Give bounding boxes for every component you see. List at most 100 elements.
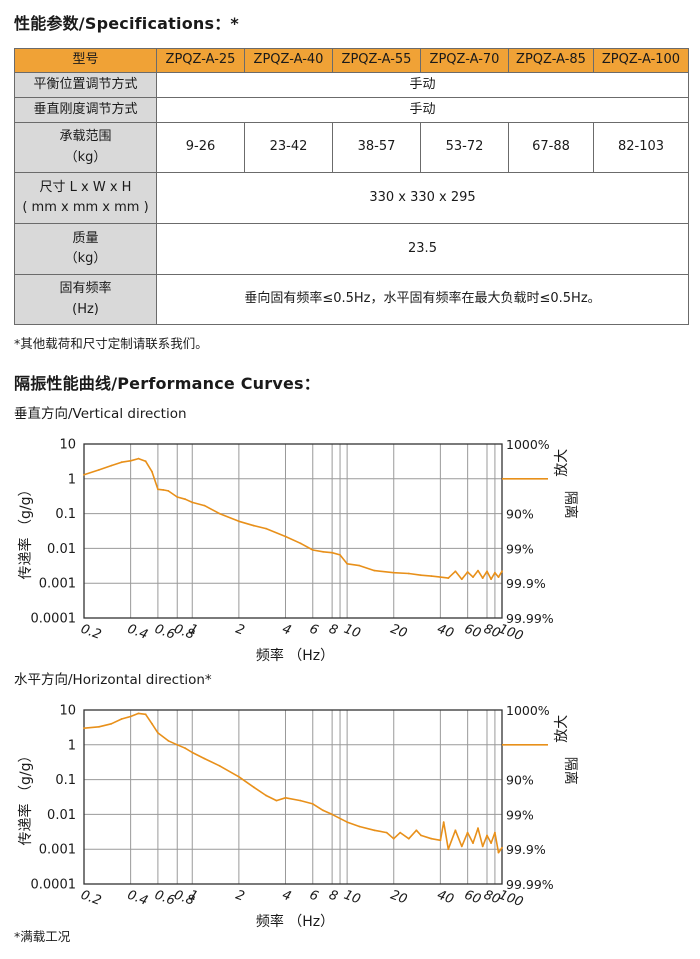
- data-point: [120, 718, 123, 720]
- data-point: [501, 846, 503, 849]
- row-balance: 平衡位置调节方式 手动: [14, 72, 689, 98]
- header-model-85: ZPQZ-A-85: [508, 48, 594, 73]
- data-point: [466, 571, 469, 573]
- data-point: [454, 829, 457, 832]
- transmissibility-line: [83, 712, 503, 854]
- data-point: [137, 457, 140, 460]
- data-point: [137, 712, 140, 715]
- y-tick-label: 0.0001: [31, 878, 77, 893]
- data-point: [265, 794, 267, 797]
- x-tick-label: 80: [482, 622, 503, 642]
- data-point: [144, 713, 147, 716]
- mass-label: 质量 （kg）: [14, 223, 157, 275]
- data-point: [167, 490, 170, 492]
- data-point: [407, 837, 410, 840]
- mass-label-line1: 质量: [72, 230, 99, 246]
- data-point: [176, 496, 179, 498]
- frequency-label-line2: (Hz): [72, 301, 99, 317]
- data-point: [284, 535, 287, 538]
- curves-title: 隔振性能曲线/Performance Curves：: [14, 374, 320, 393]
- x-tick-label: 0.2: [79, 888, 104, 909]
- data-point: [447, 577, 450, 579]
- data-point: [129, 715, 132, 718]
- row-mass: 质量 （kg） 23.5: [14, 223, 689, 275]
- x-tick-label: 0.2: [79, 622, 104, 643]
- right-axis-label: 90%: [506, 773, 534, 788]
- load-85: 67-88: [508, 122, 594, 173]
- data-point: [110, 464, 113, 467]
- x-tick-label: 1: [187, 622, 200, 639]
- data-point: [98, 725, 100, 728]
- frequency-label: 固有频率 (Hz): [14, 274, 157, 325]
- x-tick-label: 8: [327, 622, 340, 639]
- x-tick-label: 40: [435, 888, 456, 908]
- data-point: [392, 837, 395, 840]
- balance-label: 平衡位置调节方式: [14, 72, 157, 98]
- data-point: [218, 764, 221, 767]
- footnote: *满载工况: [14, 929, 71, 944]
- size-value: 330 x 330 x 295: [156, 172, 689, 224]
- data-point: [203, 504, 206, 507]
- data-point: [477, 569, 479, 572]
- x-tick-label: 60: [462, 888, 483, 908]
- data-point: [339, 554, 341, 556]
- data-point: [238, 520, 240, 523]
- x-tick-label: 20: [388, 622, 409, 642]
- load-label-line1: 承载范围: [59, 129, 112, 145]
- load-40: 23-42: [244, 122, 333, 173]
- data-point: [184, 747, 187, 750]
- load-25: 9-26: [156, 122, 245, 173]
- header-model-70: ZPQZ-A-70: [420, 48, 509, 73]
- x-tick-label: 10: [342, 888, 363, 908]
- data-point: [420, 574, 422, 577]
- data-point: [311, 803, 314, 805]
- x-tick-label: 2: [234, 888, 247, 905]
- data-point: [331, 551, 333, 554]
- data-point: [191, 501, 194, 504]
- data-point: [494, 831, 496, 834]
- data-point: [466, 831, 469, 834]
- data-point: [299, 542, 302, 545]
- data-point: [481, 845, 484, 848]
- right-axis-label: 1000%: [506, 437, 550, 452]
- data-point: [430, 837, 433, 840]
- y-tick-label: 1: [68, 472, 76, 487]
- data-point: [486, 570, 488, 573]
- data-point: [238, 775, 240, 778]
- data-point: [129, 459, 132, 462]
- data-point: [373, 569, 376, 572]
- data-point: [490, 842, 492, 844]
- size-label-line2: ( mm x mm x mm ): [22, 200, 149, 215]
- data-point: [460, 845, 463, 848]
- y-tick-label: 0.0001: [31, 612, 77, 627]
- mass-label-line2: （kg）: [64, 251, 107, 266]
- data-point: [120, 461, 123, 464]
- load-70: 53-72: [420, 122, 509, 173]
- data-point: [184, 498, 187, 501]
- data-point: [151, 470, 153, 473]
- load-100: 82-103: [593, 122, 689, 173]
- data-point: [275, 799, 278, 802]
- stiffness-value: 手动: [156, 97, 689, 123]
- amplify-label: 放大: [554, 449, 570, 477]
- isolate-label: 隔离: [562, 491, 579, 519]
- data-point: [447, 848, 450, 851]
- data-point: [477, 827, 479, 830]
- right-axis-label: 99%: [506, 541, 534, 556]
- data-point: [284, 796, 287, 799]
- data-point: [322, 550, 324, 553]
- data-point: [110, 722, 113, 725]
- data-point: [494, 571, 496, 574]
- spec-title: 性能参数/Specifications：*: [14, 14, 239, 33]
- data-point: [331, 813, 333, 816]
- x-tick-label: 0.4: [125, 622, 150, 643]
- y-axis-title: 传递率 （g/g）: [17, 483, 34, 580]
- x-axis-title: 频率 （Hz）: [256, 913, 334, 928]
- data-point: [218, 512, 221, 515]
- x-tick-label: 0.8: [172, 888, 197, 909]
- data-point: [415, 829, 418, 832]
- x-tick-label: 0.8: [172, 622, 197, 643]
- data-point: [299, 799, 302, 802]
- x-tick-label: 80: [482, 888, 503, 908]
